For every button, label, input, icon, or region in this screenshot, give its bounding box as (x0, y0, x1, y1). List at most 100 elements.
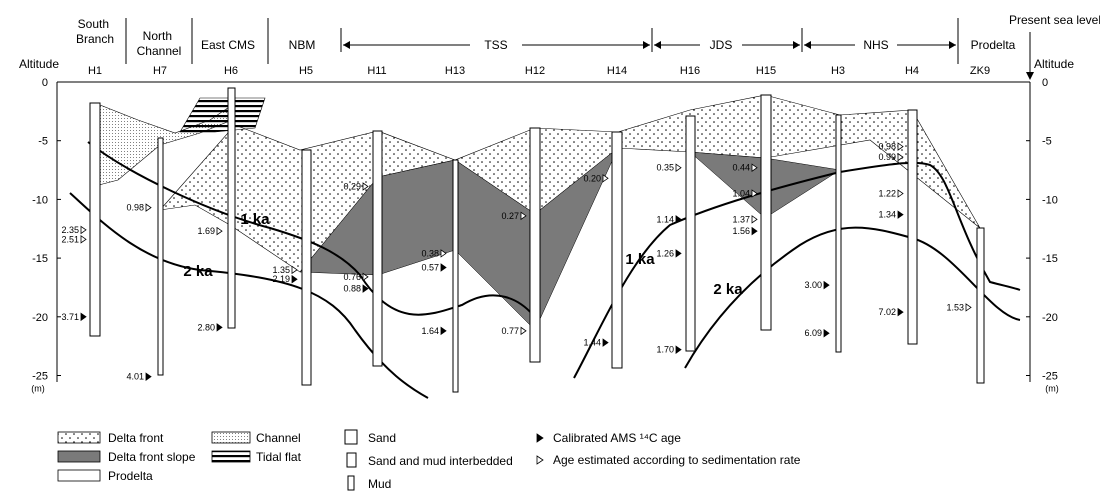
age-label: 0.38 (421, 248, 439, 258)
calibrated-age-marker (602, 338, 609, 347)
core-label-H16: H16 (680, 65, 700, 77)
legend-label-prodelta: Prodelta (108, 469, 153, 483)
legend-calibrated-age-marker (536, 433, 544, 443)
core-column-H3 (835, 114, 842, 353)
left-axis-tick-label: -5 (38, 136, 48, 148)
isochron-1ka-left (87, 141, 534, 316)
calibrated-age-marker (823, 280, 830, 290)
legend-swatch-tidal-flat (211, 450, 251, 463)
isochron-layer (69, 141, 1021, 399)
legend-swatch-mud (347, 475, 355, 491)
zone-label-south-branch-line: Branch (76, 32, 114, 46)
left-axis-tick-label: 0 (42, 77, 48, 89)
core-labels: H1 H7 H6 H5 H11 H13 H12 H14 H16 H15 H3 H4 ZK9 (88, 65, 990, 77)
isochron-1ka-right (573, 161, 1021, 379)
tss-arrow-right (643, 41, 650, 49)
zone-label-north-channel-line: North (143, 29, 172, 43)
age-label: 0.44 (732, 163, 750, 173)
sea-level-arrow-head (1026, 72, 1034, 80)
core-column-H4 (907, 109, 918, 345)
zone-label-north-channel: North Channel (137, 29, 182, 58)
right-axis-tick-label: -15 (1042, 253, 1058, 265)
age-label: 1.56 (732, 226, 750, 236)
zone-label-nbm: NBM (289, 38, 316, 52)
core-column-H1 (89, 102, 101, 337)
calibrated-age-marker (897, 210, 904, 219)
left-axis-title: Altitude (19, 57, 59, 71)
age-label: 1.22 (878, 189, 896, 199)
age-label: 1.44 (583, 338, 601, 348)
age-label: 3.71 (61, 312, 79, 322)
left-axis-tick-label: -20 (32, 312, 48, 324)
zone-label-south-branch: South Branch (76, 17, 114, 46)
delta-front-deposit (159, 94, 981, 273)
isochron-label-1ka-left: 1 ka (240, 211, 270, 228)
age-label: 0.88 (343, 284, 361, 294)
age-label: 1.26 (656, 248, 674, 258)
tss-arrow-left (343, 41, 350, 49)
estimated-age-marker (751, 189, 758, 198)
core-column-H16 (685, 115, 696, 352)
legend-label-delta-front: Delta front (108, 431, 164, 445)
age-label: 0.29 (343, 181, 361, 191)
left-axis-unit: (m) (31, 384, 45, 394)
zone-label-nhs: NHS (863, 38, 888, 52)
core-column-H13 (452, 159, 459, 393)
estimated-age-marker (602, 173, 609, 183)
zone-label-prodelta: Prodelta (971, 38, 1016, 52)
isochron-labels: 1 ka 2 ka 1 ka 2 ka (183, 211, 743, 298)
estimated-age-marker (80, 235, 87, 244)
legend-label-tidal-flat: Tidal flat (256, 450, 302, 464)
legend-swatch-prodelta (57, 469, 101, 482)
core-column-H6 (227, 87, 236, 329)
calibrated-age-marker (291, 274, 298, 284)
legend-label-sand-mud: Sand and mud interbedded (368, 454, 513, 468)
zone-label-north-channel-line: Channel (137, 44, 182, 58)
right-axis-unit: (m) (1045, 384, 1059, 394)
age-label: 2.19 (272, 274, 290, 284)
zone-label-south-branch-line: South (78, 17, 109, 31)
present-sea-level-label: Present sea level (1009, 13, 1100, 27)
estimated-age-marker (362, 272, 369, 282)
core-label-H3: H3 (831, 65, 845, 77)
core-label-H11: H11 (367, 65, 386, 77)
calibrated-age-marker (823, 328, 830, 338)
right-axis-tick-label: -25 (1042, 371, 1058, 383)
isochron-label-2ka-right: 2 ka (713, 281, 743, 298)
zone-header (125, 18, 1034, 80)
core-label-H1: H1 (88, 65, 102, 77)
estimated-age-marker (291, 265, 298, 275)
left-axis-tick-label: -25 (32, 371, 48, 383)
axis-ticks: 0 0-5 -5-10 -10-15 -15-20 -20-25 -25(m) (m) (31, 77, 1059, 394)
estimated-age-marker (216, 226, 223, 236)
age-label: 1.70 (656, 345, 674, 355)
zone-label-jds: JDS (710, 38, 733, 52)
calibrated-age-marker (675, 249, 682, 258)
calibrated-age-marker (675, 215, 682, 224)
legend-label-sand: Sand (368, 431, 396, 445)
core-column-H5 (301, 149, 312, 386)
isochron-label-1ka-right: 1 ka (625, 251, 655, 268)
age-label: 0.99 (878, 152, 896, 162)
estimated-age-marker (897, 189, 904, 198)
legend-swatch-delta-front-slope (57, 450, 101, 463)
zone-label-tss: TSS (484, 38, 507, 52)
legend-estimated-age-marker (536, 455, 544, 465)
estimated-age-marker (897, 152, 904, 162)
calibrated-age-marker (440, 326, 447, 336)
estimated-age-marker (751, 163, 758, 172)
estimated-age-marker (440, 249, 447, 258)
axes (56, 81, 1031, 382)
core-column-ZK9 (976, 227, 985, 384)
calibrated-age-marker (675, 345, 682, 354)
left-axis-tick-label: -15 (32, 253, 48, 265)
age-label: 0.20 (583, 173, 601, 183)
zone-labels: South Branch North Channel East CMS NBM … (19, 13, 1100, 71)
legend-label-mud: Mud (368, 477, 391, 491)
estimated-age-marker (675, 163, 682, 172)
core-label-H7: H7 (153, 65, 167, 77)
nhs-arrow-left (804, 41, 811, 49)
age-label: 0.77 (501, 326, 519, 336)
estimated-age-marker (80, 225, 87, 235)
